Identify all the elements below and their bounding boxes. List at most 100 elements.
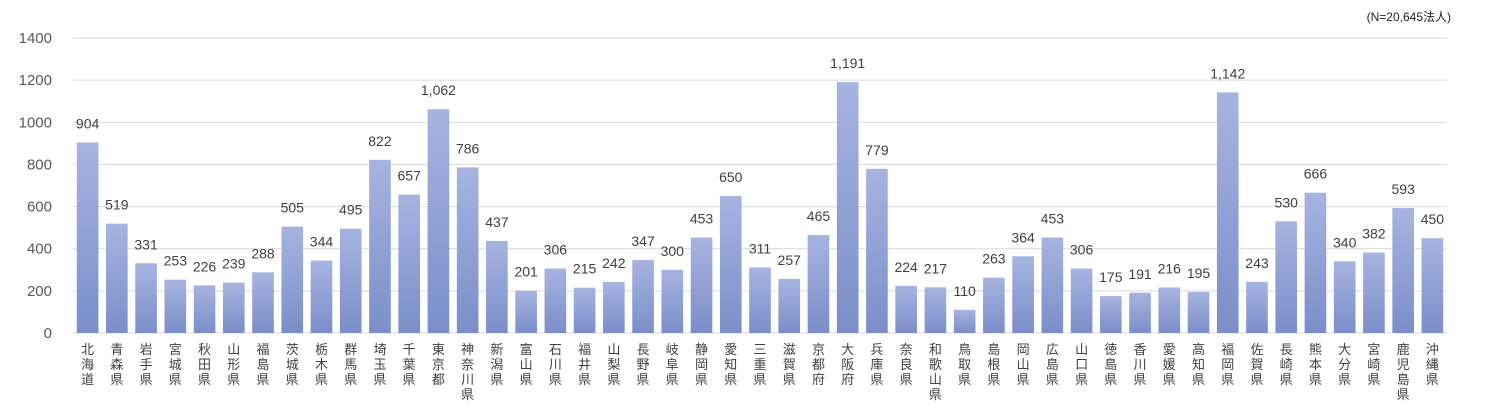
data-label: 195 [1187,265,1211,281]
x-tick-label: 福岡県 [1221,343,1234,388]
x-tick-label: 福島県 [257,343,270,388]
x-tick-label: 京都府 [812,343,825,388]
x-tick-label: 佐賀県 [1250,343,1263,388]
data-label: 657 [398,168,422,184]
data-label: 453 [690,211,714,227]
data-label: 253 [164,253,188,269]
bar [1012,256,1034,333]
data-label: 779 [865,142,889,158]
x-tick-label: 栃木県 [315,343,328,388]
x-tick-label: 滋賀県 [783,343,796,388]
bar [1129,292,1151,333]
bar [1041,237,1064,333]
x-tick-label: 東京都 [432,342,445,388]
y-tick-label: 200 [27,283,52,300]
data-label: 110 [953,283,976,299]
data-label: 191 [1128,266,1152,282]
bar [486,240,508,333]
x-tick-label: 千葉県 [403,343,416,388]
bar [719,196,742,333]
bar [222,282,245,333]
x-tick-label: 青森県 [110,343,123,388]
x-tick-label: 愛知県 [724,343,737,388]
x-tick-label: 和歌山県 [929,343,942,403]
bars [76,82,1444,334]
data-label: 226 [193,258,217,274]
data-label: 904 [76,116,100,132]
bar [252,272,274,333]
data-label: 650 [719,169,743,185]
data-label: 364 [1011,229,1035,245]
data-label: 1,191 [830,55,865,71]
sample-size-note: (N=20,645法人) [1366,10,1451,24]
x-tick-label: 神奈川県 [461,343,474,403]
data-label: 465 [807,208,831,224]
bar [456,167,479,333]
x-tick-label: 長崎県 [1280,343,1293,388]
bar [1187,291,1210,333]
x-tick-label: 福井県 [578,343,591,388]
bar [369,159,391,333]
x-tick-label: 石川県 [549,343,562,388]
bar [1246,281,1268,333]
bar [573,287,596,333]
bar [310,260,333,333]
bar [632,259,654,333]
data-label: 242 [602,255,626,271]
x-tick-label: 沖縄県 [1426,343,1439,388]
y-tick-label: 0 [44,325,52,342]
data-label: 217 [924,260,948,276]
bar [749,267,771,333]
data-label: 306 [1070,242,1094,258]
x-tick-label: 長野県 [637,343,650,388]
x-tick-label: 香川県 [1134,343,1147,388]
bar [953,309,976,333]
x-tick-label: 兵庫県 [870,343,883,388]
data-label: 215 [573,261,597,277]
bar [807,235,830,333]
x-tick-label: 宮城県 [169,342,182,388]
bar [603,282,625,333]
x-tick-label: 広島県 [1046,343,1059,388]
data-label: 201 [514,264,538,280]
y-tick-label: 1400 [19,30,52,47]
bar [924,287,947,333]
x-tick-label: 熊本県 [1309,342,1322,388]
bar [836,82,859,334]
y-tick-label: 600 [27,199,52,216]
x-tick-label: 島根県 [987,343,1000,388]
data-label: 311 [749,240,772,256]
bar [76,142,99,333]
data-label: 495 [339,202,363,218]
x-tick-label: 山梨県 [607,343,620,388]
y-tick-label: 1000 [19,114,52,131]
bar [281,226,304,333]
y-tick-label: 800 [27,156,52,173]
x-tick-label: 徳島県 [1104,343,1117,388]
data-label: 331 [134,236,158,252]
x-tick-label: 大分県 [1338,343,1351,388]
bar [544,268,567,333]
data-label: 347 [631,233,655,249]
data-label: 437 [485,214,509,230]
bar [427,109,450,333]
y-tick-label: 400 [27,241,52,258]
y-axis-ticks: 0 200 400 600 800 1000 1200 1400 [19,30,52,342]
data-label: 519 [105,197,129,213]
x-tick-label: 茨城県 [286,343,299,388]
bar [895,285,917,333]
data-label: 593 [1391,181,1415,197]
bar [690,237,713,333]
bar [1070,268,1093,333]
bar [983,277,1005,333]
data-label: 786 [456,140,480,156]
data-label: 822 [368,133,392,149]
data-label: 175 [1099,269,1123,285]
bar [515,290,537,333]
data-label: 288 [251,245,275,261]
data-label: 1,142 [1210,65,1245,81]
bar [1333,261,1356,333]
data-label: 224 [894,259,918,275]
bar [135,263,157,333]
